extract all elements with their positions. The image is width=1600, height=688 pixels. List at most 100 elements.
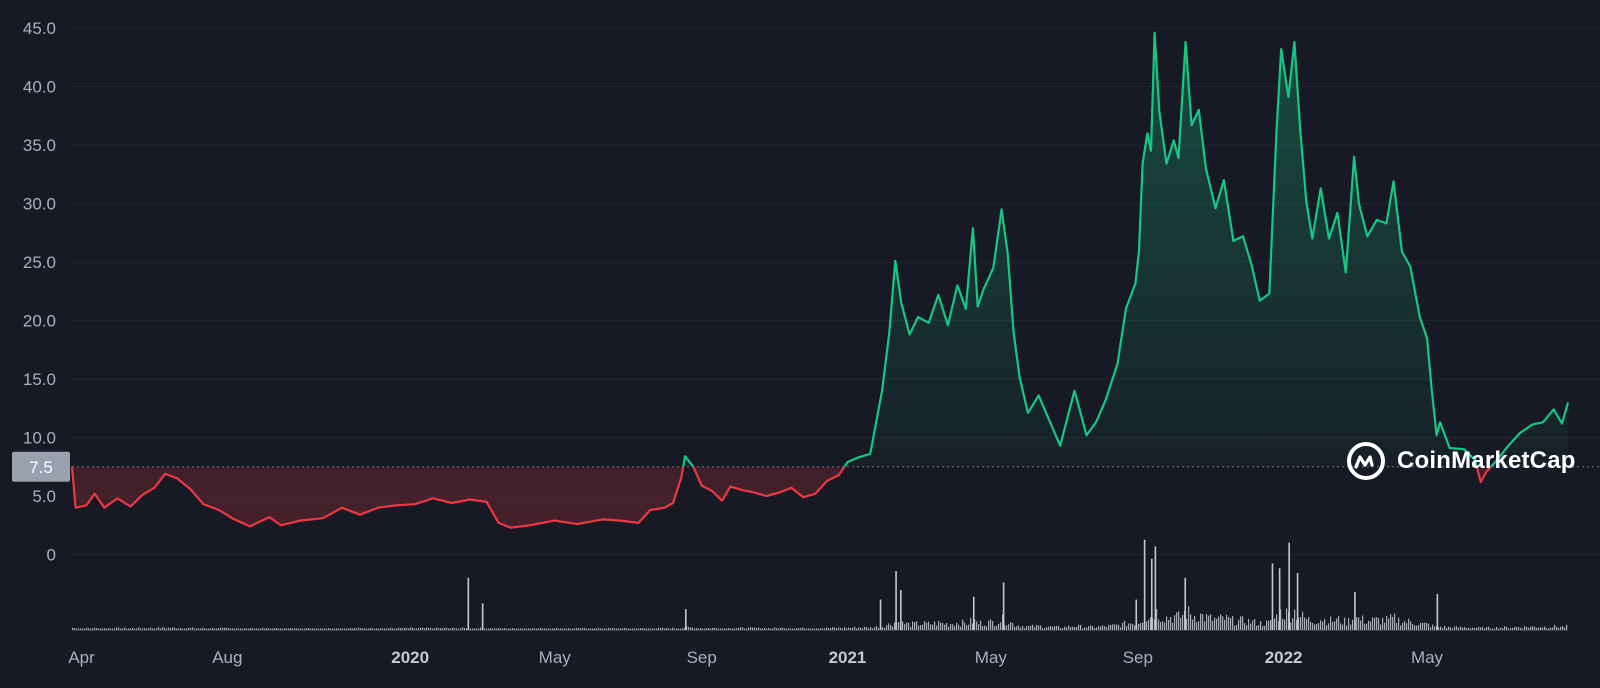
volume-bar [912, 621, 914, 630]
volume-bar [176, 628, 178, 630]
volume-bar [1090, 625, 1092, 630]
volume-bar [1276, 614, 1278, 630]
volume-bar [486, 628, 488, 630]
volume-bar [1162, 621, 1164, 630]
volume-bar [592, 628, 594, 630]
volume-bar [1102, 625, 1104, 630]
volume-bar [1050, 625, 1052, 630]
y-tick-label: 20.0 [23, 312, 56, 331]
volume-bar [160, 628, 162, 630]
volume-bar [1046, 627, 1048, 630]
volume-bar [618, 628, 620, 630]
volume-bar [1068, 625, 1070, 630]
volume-bar [1434, 626, 1436, 630]
volume-bar [204, 628, 206, 630]
volume-spike-bar [895, 571, 897, 630]
volume-bar [1330, 616, 1332, 630]
volume-bar [460, 628, 462, 630]
y-tick-label: 25.0 [23, 253, 56, 272]
volume-bar [1002, 614, 1004, 630]
volume-bar [1018, 625, 1020, 630]
volume-bar [824, 628, 826, 630]
volume-bar [754, 627, 756, 630]
volume-bar [1538, 627, 1540, 630]
volume-bar [562, 628, 564, 630]
volume-bar [1318, 623, 1320, 630]
volume-bar [740, 627, 742, 630]
volume-spike-bar [1271, 563, 1274, 630]
volume-bar [1496, 626, 1498, 630]
volume-bar [1440, 626, 1442, 630]
volume-bar [1104, 626, 1106, 630]
volume-bar [1222, 616, 1224, 630]
volume-bar [678, 628, 680, 630]
volume-bar [1238, 619, 1240, 630]
volume-bar [1320, 620, 1322, 630]
volume-bar [938, 620, 940, 630]
volume-bar [1366, 623, 1368, 630]
volume-bar [1120, 627, 1122, 630]
volume-bar [478, 628, 480, 630]
volume-bar [976, 621, 978, 630]
volume-bar [178, 628, 180, 630]
volume-bar [588, 628, 590, 630]
volume-bar [528, 628, 530, 630]
volume-bar [948, 626, 950, 630]
volume-bar [150, 627, 152, 630]
volume-bar [80, 628, 82, 630]
volume-bar [978, 624, 980, 630]
volume-bar [640, 628, 642, 630]
volume-bar [1176, 612, 1178, 630]
volume-bar [278, 628, 280, 630]
y-tick-label: 0 [47, 546, 56, 565]
volume-bar [1080, 624, 1082, 630]
volume-bar [694, 628, 696, 630]
volume-bar [1092, 626, 1094, 630]
volume-bar [1186, 618, 1188, 630]
volume-bar [704, 628, 706, 630]
volume-bar [958, 624, 960, 630]
volume-bar [1512, 627, 1514, 630]
volume-bar [790, 628, 792, 630]
volume-bar [1242, 616, 1244, 630]
volume-bar [1024, 628, 1026, 630]
volume-bar [1504, 626, 1506, 630]
volume-bar [1388, 618, 1390, 630]
volume-bar [1394, 613, 1396, 630]
volume-bar [724, 628, 726, 630]
volume-bar [1204, 621, 1206, 630]
volume-bar [1404, 620, 1406, 630]
volume-bar [466, 628, 468, 630]
volume-bar [1208, 615, 1210, 630]
volume-bar [322, 628, 324, 630]
volume-bar [926, 622, 928, 630]
volume-bar [542, 628, 544, 630]
volume-bar [1390, 614, 1392, 630]
volume-bar [1174, 615, 1176, 630]
volume-bar [86, 627, 88, 630]
volume-bar [822, 628, 824, 630]
volume-bar [1448, 626, 1450, 630]
volume-bar [906, 622, 908, 630]
volume-bar [756, 628, 758, 630]
y-tick-label: 35.0 [23, 136, 56, 155]
volume-bar [292, 628, 294, 630]
volume-bar [1490, 628, 1492, 630]
volume-bar [1332, 622, 1334, 630]
volume-bar [82, 628, 84, 630]
volume-bar [560, 628, 562, 630]
volume-bar [1124, 620, 1126, 630]
volume-bar [302, 628, 304, 630]
volume-bar [1466, 628, 1468, 630]
volume-bar [168, 627, 170, 630]
x-tick-label: May [975, 648, 1008, 667]
volume-bar [1038, 625, 1040, 630]
volume-bar [1056, 625, 1058, 630]
volume-bar [554, 628, 556, 630]
volume-bar [396, 628, 398, 630]
volume-bar [180, 628, 182, 630]
volume-bar [1454, 626, 1456, 630]
volume-bar [206, 628, 208, 630]
current-price-label: 7.5 [29, 458, 53, 477]
volume-bar [1370, 621, 1372, 630]
